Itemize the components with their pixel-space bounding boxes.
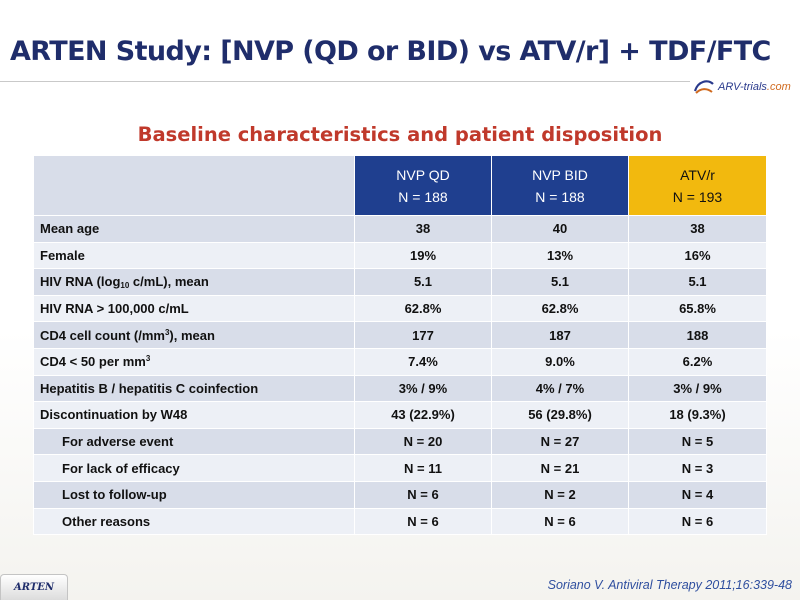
row-label: Female xyxy=(33,241,355,270)
cell-nvp-qd: 43 (22.9%) xyxy=(354,401,492,429)
row-label: HIV RNA (log10 c/mL), mean xyxy=(33,268,355,296)
cell-nvp-bid: 9.0% xyxy=(491,347,629,376)
row-label: Mean age xyxy=(33,215,355,243)
cell-atv-r: N = 4 xyxy=(628,480,767,509)
baseline-table: NVP QD N = 188 NVP BID N = 188 ATV/r N = 19… xyxy=(33,155,767,536)
header-nvp-qd: NVP QD N = 188 xyxy=(354,155,492,216)
citation: Soriano V. Antiviral Therapy 2011;16:339… xyxy=(547,578,792,592)
cell-atv-r: N = 3 xyxy=(628,454,767,482)
cell-nvp-qd: 5.1 xyxy=(354,268,492,296)
table-row: Other reasons N = 6 N = 6 N = 6 xyxy=(33,507,767,536)
row-label: Hepatitis B / hepatitis C coinfection xyxy=(33,374,355,403)
cell-nvp-qd: N = 6 xyxy=(354,480,492,509)
cell-nvp-bid: 56 (29.8%) xyxy=(491,401,629,429)
cell-nvp-bid: N = 21 xyxy=(491,454,629,482)
cell-nvp-bid: 5.1 xyxy=(491,268,629,296)
row-label: HIV RNA > 100,000 c/mL xyxy=(33,294,355,323)
table-row: HIV RNA > 100,000 c/mL 62.8% 62.8% 65.8% xyxy=(33,294,767,323)
table-row: For adverse event N = 20 N = 27 N = 5 xyxy=(33,427,767,456)
cell-nvp-qd: 7.4% xyxy=(354,347,492,376)
cell-atv-r: 188 xyxy=(628,321,767,349)
cell-atv-r: 16% xyxy=(628,241,767,270)
title-divider xyxy=(0,81,690,82)
logo-text: ARV-trials.com xyxy=(718,81,791,93)
row-label: CD4 < 50 per mm3 xyxy=(33,347,355,376)
cell-nvp-qd: 177 xyxy=(354,321,492,349)
arv-trials-logo: ARV-trials.com xyxy=(692,77,791,97)
table-row: Mean age 38 40 38 xyxy=(33,215,767,243)
cell-nvp-bid: 40 xyxy=(491,215,629,243)
header-atv-r: ATV/r N = 193 xyxy=(628,155,767,216)
cell-atv-r: 3% / 9% xyxy=(628,374,767,403)
row-label: CD4 cell count (/mm3), mean xyxy=(33,321,355,349)
table-row: Hepatitis B / hepatitis C coinfection 3%… xyxy=(33,374,767,403)
cell-nvp-qd: 62.8% xyxy=(354,294,492,323)
slide-subtitle: Baseline characteristics and patient dis… xyxy=(137,123,663,146)
table-row: For lack of efficacy N = 11 N = 21 N = 3 xyxy=(33,454,767,482)
cell-nvp-qd: 38 xyxy=(354,215,492,243)
table-header-row: NVP QD N = 188 NVP BID N = 188 ATV/r N = 19… xyxy=(33,155,767,216)
cell-nvp-qd: N = 6 xyxy=(354,507,492,536)
cell-atv-r: N = 5 xyxy=(628,427,767,456)
cell-nvp-qd: 3% / 9% xyxy=(354,374,492,403)
cell-atv-r: 6.2% xyxy=(628,347,767,376)
cell-atv-r: 38 xyxy=(628,215,767,243)
logo-swirl-icon xyxy=(693,80,714,94)
cell-nvp-qd: N = 20 xyxy=(354,427,492,456)
cell-nvp-bid: N = 6 xyxy=(491,507,629,536)
header-nvp-bid: NVP BID N = 188 xyxy=(491,155,629,216)
cell-nvp-bid: N = 27 xyxy=(491,427,629,456)
cell-atv-r: 5.1 xyxy=(628,268,767,296)
row-label: Lost to follow-up xyxy=(33,480,355,509)
row-label: For adverse event xyxy=(33,427,355,456)
cell-atv-r: 65.8% xyxy=(628,294,767,323)
table-row: CD4 < 50 per mm3 7.4% 9.0% 6.2% xyxy=(33,347,767,376)
cell-nvp-bid: 13% xyxy=(491,241,629,270)
cell-nvp-bid: 4% / 7% xyxy=(491,374,629,403)
cell-nvp-bid: 187 xyxy=(491,321,629,349)
cell-nvp-bid: 62.8% xyxy=(491,294,629,323)
row-label: Other reasons xyxy=(33,507,355,536)
cell-nvp-bid: N = 2 xyxy=(491,480,629,509)
table-row: Female 19% 13% 16% xyxy=(33,241,767,270)
table-row: Discontinuation by W48 43 (22.9%) 56 (29… xyxy=(33,401,767,429)
slide-title: ARTEN Study: [NVP (QD or BID) vs ATV/r] … xyxy=(10,36,771,67)
row-label: For lack of efficacy xyxy=(33,454,355,482)
cell-atv-r: 18 (9.3%) xyxy=(628,401,767,429)
row-label: Discontinuation by W48 xyxy=(33,401,355,429)
table-row: HIV RNA (log10 c/mL), mean 5.1 5.1 5.1 xyxy=(33,268,767,296)
cell-atv-r: N = 6 xyxy=(628,507,767,536)
cell-nvp-qd: 19% xyxy=(354,241,492,270)
footer-tab: ARTEN xyxy=(0,574,68,600)
header-blank-cell xyxy=(33,155,355,216)
table-row: CD4 cell count (/mm3), mean 177 187 188 xyxy=(33,321,767,349)
footer-tab-label: ARTEN xyxy=(13,582,55,593)
cell-nvp-qd: N = 11 xyxy=(354,454,492,482)
table-row: Lost to follow-up N = 6 N = 2 N = 4 xyxy=(33,480,767,509)
